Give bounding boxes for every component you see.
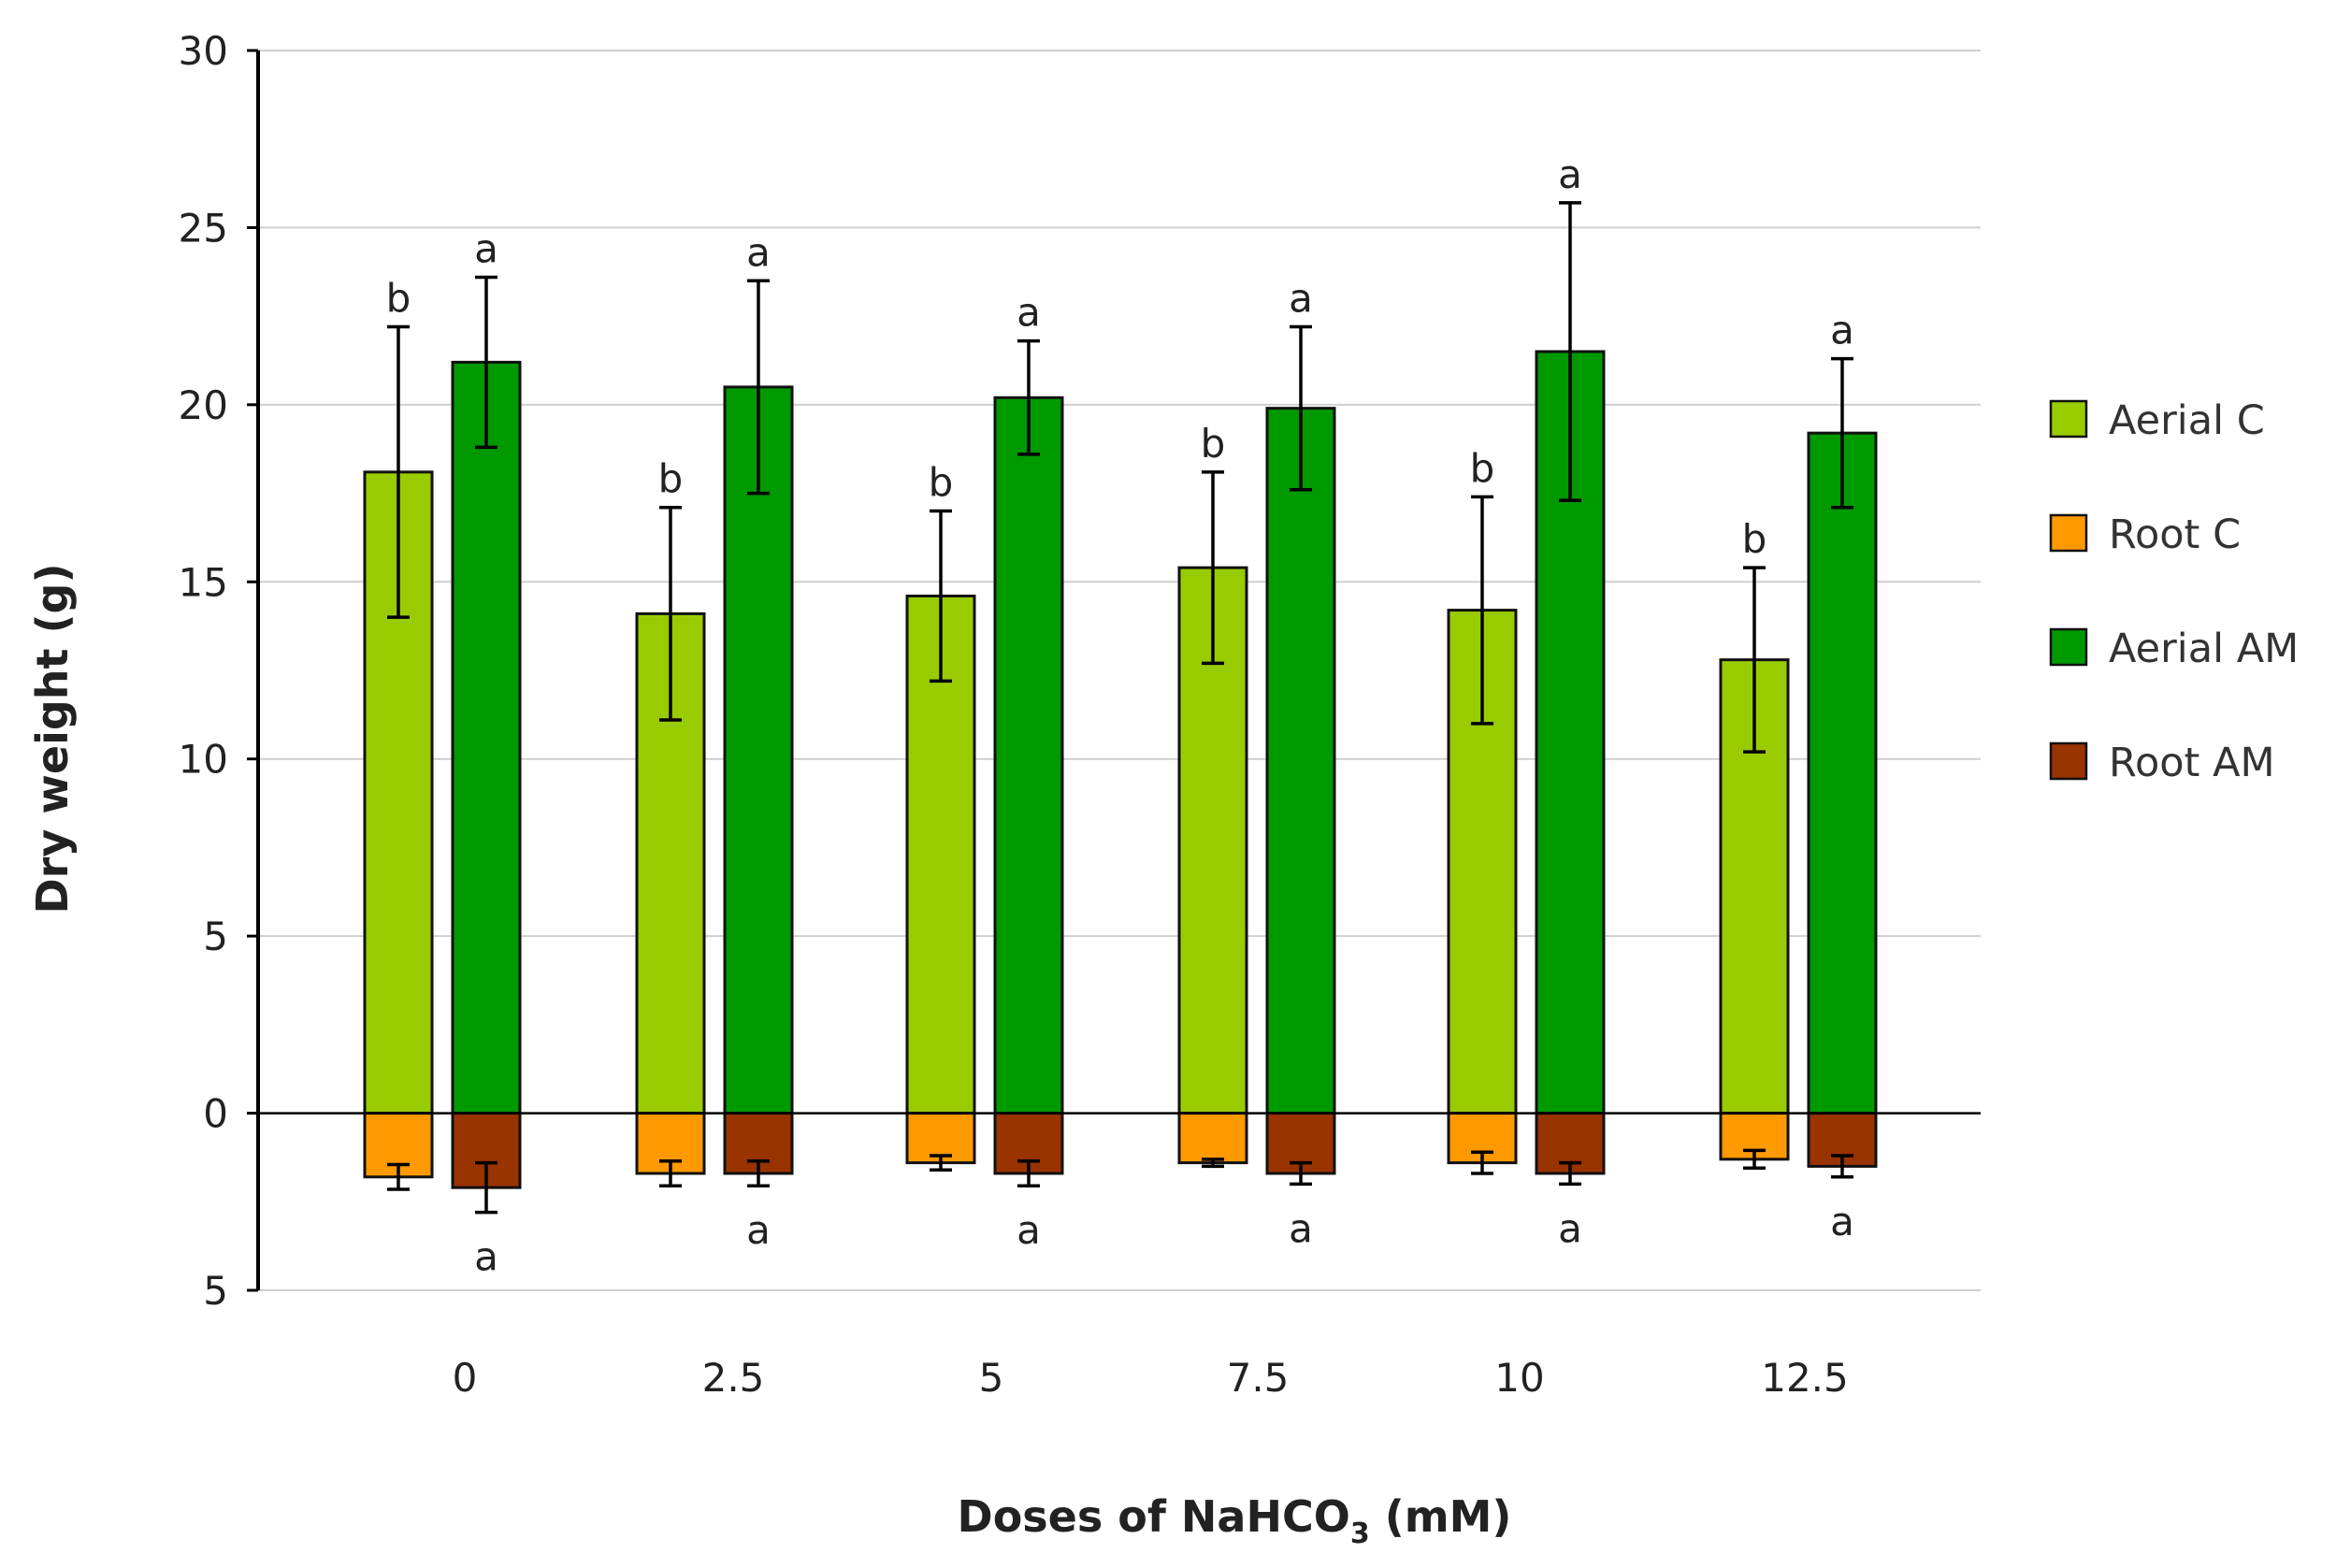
y-tick-label: 25 xyxy=(179,205,228,251)
bar xyxy=(451,360,522,1115)
bar-group: b a a xyxy=(1447,151,1606,1251)
significance-letter: b xyxy=(1470,445,1495,491)
legend-label: Aerial C xyxy=(2109,397,2265,444)
y-tick-label: 15 xyxy=(179,559,228,605)
y-tick-label: 20 xyxy=(179,382,228,428)
legend-swatch xyxy=(2049,627,2088,667)
x-tick-label: 10 xyxy=(1494,1355,1544,1401)
x-tick-label: 12.5 xyxy=(1761,1355,1849,1401)
bars: b a a b a a b a a b a a b a a b a a xyxy=(363,151,1878,1280)
legend-swatch xyxy=(2049,399,2088,439)
legend-label: Root C xyxy=(2109,511,2241,558)
y-tick-label: 0 xyxy=(203,1091,228,1137)
significance-letter: b xyxy=(929,460,954,506)
y-axis-title: Dry weight (g) xyxy=(27,564,78,914)
legend: Aerial C Root C Aerial AM Root AM xyxy=(2049,397,2299,786)
bar xyxy=(1265,407,1336,1115)
x-tick-label: 0 xyxy=(453,1355,478,1401)
y-tick-label: 5 xyxy=(203,1268,228,1314)
x-tick-label: 5 xyxy=(979,1355,1004,1401)
bar xyxy=(723,385,794,1115)
significance-letter: b xyxy=(1742,516,1767,562)
x-axis-title-main: Doses of NaHCO xyxy=(958,1491,1350,1542)
significance-letter: a xyxy=(1558,1205,1582,1251)
legend-item: Aerial AM xyxy=(2049,626,2299,672)
bar-group: b a a xyxy=(363,225,522,1280)
legend-label: Root AM xyxy=(2109,740,2275,786)
bar xyxy=(1177,1112,1248,1165)
bar-group: b a a xyxy=(1177,276,1336,1251)
x-axis-title-subscript: 3 xyxy=(1350,1518,1370,1550)
x-tick-label: 2.5 xyxy=(702,1355,765,1401)
x-axis-title: Doses of NaHCO3 (mM) xyxy=(958,1491,1512,1550)
significance-letter: a xyxy=(746,1207,771,1253)
legend-swatch xyxy=(2049,741,2088,781)
y-tick-label: 30 xyxy=(179,28,228,74)
significance-letter: a xyxy=(1017,1207,1041,1253)
significance-letter: a xyxy=(1558,151,1582,197)
x-tick-label: 7.5 xyxy=(1227,1355,1290,1401)
significance-letter: b xyxy=(1201,421,1226,467)
bar-group: b a a xyxy=(635,229,794,1253)
bar xyxy=(993,396,1064,1115)
legend-item: Root C xyxy=(2049,511,2241,558)
significance-letter: a xyxy=(746,229,771,275)
significance-letter: a xyxy=(474,225,498,271)
significance-letter: b xyxy=(386,276,411,322)
significance-letter: a xyxy=(1289,1205,1313,1251)
significance-letter: a xyxy=(1830,308,1854,353)
legend-item: Root AM xyxy=(2049,740,2275,786)
significance-letter: a xyxy=(1289,276,1313,322)
legend-item: Aerial C xyxy=(2049,397,2265,444)
bar-group: b a a xyxy=(905,290,1064,1253)
x-axis-title-suffix: (mM) xyxy=(1370,1491,1512,1542)
legend-label: Aerial AM xyxy=(2109,626,2299,672)
bar xyxy=(1807,431,1878,1115)
axes xyxy=(247,49,1981,1292)
y-tick-label: 5 xyxy=(203,913,228,959)
significance-letter: a xyxy=(474,1234,498,1280)
tick-labels: 30 25 20 15 10 5 0 5 0 2.5 5 7.5 10 12.5 xyxy=(179,28,1849,1401)
legend-swatch xyxy=(2049,513,2088,553)
significance-letter: a xyxy=(1830,1199,1854,1244)
bar-group: b a a xyxy=(1719,308,1878,1244)
y-tick-label: 10 xyxy=(179,737,228,783)
significance-letter: b xyxy=(658,456,684,502)
significance-letter: a xyxy=(1017,290,1041,336)
grid-lines xyxy=(258,50,1981,1291)
